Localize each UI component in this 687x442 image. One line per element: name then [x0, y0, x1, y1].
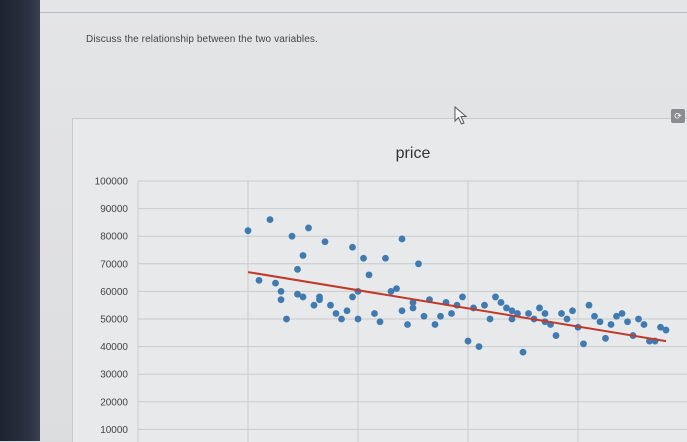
data-point	[382, 254, 389, 262]
data-point	[569, 307, 576, 315]
data-point	[514, 310, 521, 317]
data-point	[272, 279, 279, 287]
data-point	[459, 293, 466, 301]
data-point	[415, 260, 422, 268]
monitor-bezel	[0, 0, 40, 441]
data-point	[393, 285, 400, 293]
data-point	[558, 310, 565, 317]
data-point	[475, 343, 483, 350]
chart-panel: 100000 90000 80000 70000 60000 50000 40000 3000…	[72, 118, 687, 442]
chart-title: price	[396, 145, 431, 162]
data-point	[277, 296, 285, 304]
refresh-icon[interactable]: ⟳	[671, 109, 685, 123]
data-point	[613, 312, 620, 320]
scatter-chart: 100000 90000 80000 70000 60000 50000 40000 3000…	[95, 145, 687, 442]
data-point	[354, 315, 362, 323]
data-point	[437, 312, 444, 320]
data-point	[486, 315, 494, 323]
data-point	[580, 340, 587, 348]
data-point	[541, 310, 549, 317]
data-point	[640, 321, 648, 328]
data-point	[376, 318, 384, 326]
data-point	[321, 238, 329, 246]
y-tick-label: 20000	[100, 397, 128, 408]
data-point	[288, 232, 296, 240]
data-point	[508, 307, 516, 315]
y-tick-label: 30000	[100, 370, 128, 381]
data-point	[525, 310, 532, 317]
data-point	[448, 310, 455, 317]
data-point	[365, 271, 373, 279]
data-point	[536, 304, 543, 312]
data-point	[635, 315, 642, 323]
data-point	[508, 315, 516, 323]
data-point	[420, 312, 428, 320]
y-tick-label: 90000	[100, 204, 128, 215]
data-point	[404, 321, 411, 328]
data-point	[327, 301, 334, 309]
data-point	[294, 290, 301, 298]
data-point	[563, 315, 571, 323]
data-point	[464, 337, 472, 345]
data-point	[283, 315, 290, 323]
data-point	[409, 304, 417, 312]
data-point	[316, 293, 323, 301]
data-point	[338, 315, 345, 323]
y-tick-label: 80000	[100, 232, 128, 243]
data-point	[266, 216, 274, 224]
data-point	[662, 326, 670, 334]
divider	[40, 12, 687, 13]
data-point	[519, 348, 527, 356]
y-tick-label: 50000	[100, 315, 128, 326]
mouse-cursor-icon	[454, 106, 468, 125]
y-tick-label: 10000	[100, 425, 128, 436]
y-tick-label: 40000	[100, 342, 128, 353]
question-page: Discuss the relationship between the two…	[40, 0, 687, 442]
data-point	[431, 321, 439, 328]
data-point	[343, 307, 351, 315]
data-point	[387, 288, 395, 295]
data-point	[607, 321, 615, 328]
y-tick-label: 70000	[100, 259, 128, 270]
data-point	[591, 312, 598, 320]
data-point	[481, 301, 488, 309]
data-point	[602, 334, 609, 342]
data-point	[255, 276, 263, 284]
data-point	[371, 310, 378, 317]
data-point	[398, 235, 406, 243]
data-point	[596, 318, 604, 326]
data-point	[310, 301, 318, 309]
data-point	[294, 265, 301, 273]
data-point	[349, 243, 356, 251]
data-point	[299, 252, 307, 259]
data-point	[349, 293, 356, 301]
data-point	[552, 332, 560, 339]
data-point	[624, 318, 631, 326]
data-point	[497, 299, 505, 306]
data-point	[299, 293, 307, 301]
data-point	[585, 301, 593, 309]
question-prompt: Discuss the relationship between the two…	[86, 34, 318, 45]
data-point	[409, 299, 417, 306]
y-tick-label: 100000	[95, 177, 129, 188]
data-point	[277, 288, 285, 295]
data-point	[492, 293, 499, 301]
data-point	[618, 310, 626, 317]
data-point	[398, 307, 406, 315]
data-point	[657, 323, 664, 331]
data-point	[244, 227, 252, 235]
trendline	[247, 271, 667, 343]
data-point	[305, 224, 312, 232]
data-point	[360, 254, 367, 262]
data-point	[332, 310, 340, 317]
y-tick-label: 60000	[100, 287, 128, 298]
data-point	[503, 304, 510, 312]
